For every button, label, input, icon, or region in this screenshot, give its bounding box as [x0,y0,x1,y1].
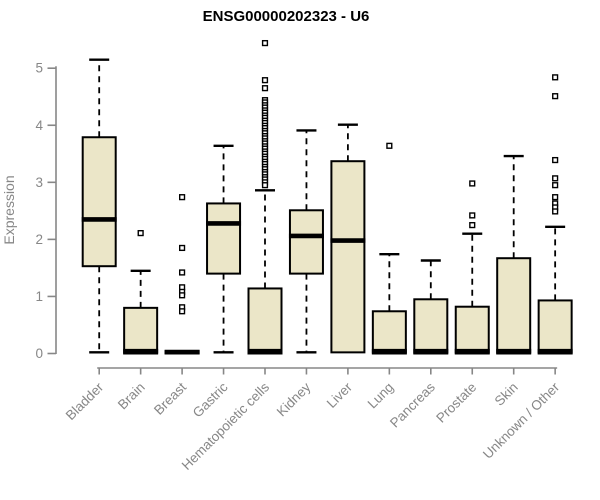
y-tick-label: 3 [35,175,43,190]
box-brain [123,306,159,355]
outlier-point-unknown-other [552,74,559,81]
outlier-point-hematopoietic-cells [261,182,269,189]
x-tick-label: Prostate [433,380,479,426]
y-tick-label: 4 [35,118,43,133]
outlier-point-unknown-other [552,93,559,100]
box-bladder [81,136,117,268]
outlier-point-unknown-other [552,156,559,164]
outlier-point-unknown-other [552,194,559,201]
outlier-point-brain [137,230,144,237]
x-tick-label: Lung [365,380,397,412]
x-tick-label: Gastric [190,379,231,420]
boxplots [81,39,573,355]
outlier-point-breast [178,269,186,276]
box-liver [330,160,366,354]
outlier-point-breast [178,194,186,201]
box-unknown-other [537,299,573,355]
y-axis-title: Expression [1,175,17,244]
outlier-point-breast [178,308,186,315]
x-tick-label: Kidney [274,379,314,419]
outlier-point-prostate [469,180,476,187]
outlier-point-hematopoietic-cells [261,85,269,92]
y-tick-label: 0 [35,346,43,361]
box-gastric [206,202,242,275]
outlier-point-hematopoietic-cells [261,77,269,84]
outlier-point-prostate [469,222,476,229]
y-tick-label: 2 [35,232,43,247]
x-tick-label: Bladder [63,379,107,423]
x-tick-label: Breast [151,379,189,417]
box-lung [371,310,407,355]
outlier-point-unknown-other [552,175,559,182]
box-hematopoietic-cells [247,287,283,355]
chart-title: ENSG00000202323 - U6 [202,8,370,25]
box-kidney [288,209,324,275]
outlier-point-lung [386,142,393,149]
x-tick-label: Brain [115,380,148,413]
x-tick-label: Skin [492,380,521,409]
x-tick-label: Pancreas [387,379,438,430]
y-tick-label: 1 [35,289,43,304]
box-pancreas [413,298,449,355]
outlier-point-unknown-other [552,182,559,189]
y-tick-label: 5 [35,61,43,76]
box-skin [496,257,532,355]
outlier-point-breast [178,292,186,299]
outlier-point-breast [178,244,186,252]
box-prostate [454,305,490,355]
outlier-point-hematopoietic-cells [261,39,269,47]
x-tick-label: Unknown / Other [480,379,563,462]
outlier-point-unknown-other [552,208,559,215]
outlier-point-prostate [469,212,476,219]
x-tick-label: Liver [324,379,356,411]
